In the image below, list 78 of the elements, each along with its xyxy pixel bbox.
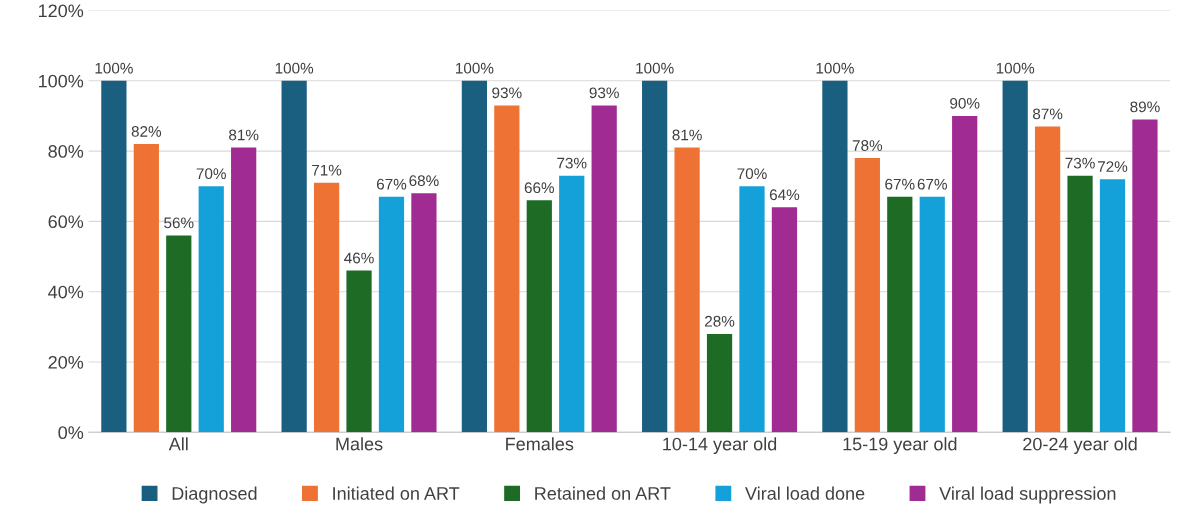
data-label: 73% [1065,157,1095,169]
bar [706,333,733,433]
bar [133,144,159,433]
data-label: 89% [1130,101,1160,113]
data-label: 67% [376,178,407,190]
bar [461,80,488,433]
legend-label: Initiated on ART [333,486,460,500]
data-label: 100% [456,62,494,74]
data-label: 67% [885,178,915,190]
data-label: 100% [95,62,133,74]
x-tick-label: All [168,437,188,451]
data-label: 81% [229,129,259,141]
legend-label: Viral load suppression [939,486,1116,504]
y-tick-label: 80% [48,145,84,158]
data-label: 46% [344,252,374,264]
y-tick-label: 120% [38,4,84,18]
bar [198,186,224,433]
bar [101,80,127,433]
x-tick-label: 10-14 year old [663,437,777,454]
bar [166,235,192,433]
data-label: 81% [672,129,702,141]
y-tick-label: 40% [48,285,84,299]
legend-label: Retained on ART [535,486,671,500]
bar [887,196,913,433]
data-label: 28% [705,315,735,327]
y-tick-label: 20% [48,355,84,369]
bar [231,147,257,433]
data-label: 56% [164,217,194,229]
bar [591,105,617,433]
data-label: 67% [917,178,947,190]
bar [674,147,700,433]
bar [526,200,552,433]
data-label: 70% [196,168,226,180]
data-label: 78% [852,140,883,151]
data-label: 70% [737,168,767,180]
data-label: 90% [950,97,980,109]
data-label: 73% [557,157,587,169]
bar [494,105,520,433]
bar [739,186,765,433]
bar [822,80,848,433]
data-label: 66% [524,182,555,194]
bar [378,196,405,433]
data-label: 93% [492,87,522,99]
bar [411,193,437,433]
bar [952,115,978,433]
data-label: 72% [1097,161,1128,172]
y-tick-label: 0% [58,426,84,440]
data-label: 93% [589,87,619,99]
bar [1067,175,1093,433]
bar [281,80,307,433]
legend-label: Diagnosed [172,486,257,504]
x-tick-label: 20-24 year old [1023,437,1137,454]
bar [559,175,585,433]
bar [1002,80,1028,433]
data-label: 68% [409,175,439,187]
data-label: 87% [1032,108,1063,120]
bar [854,158,880,433]
x-tick-label: Males [336,437,383,451]
data-label: 100% [996,62,1035,74]
data-label: 71% [312,164,342,176]
data-label: 82% [131,126,162,137]
bar [346,270,372,433]
data-label: 64% [769,189,800,201]
bar [642,80,668,433]
bar [771,207,798,433]
data-label: 100% [275,62,314,74]
x-tick-label: 15-19 year old [843,437,957,454]
bar [1132,119,1158,433]
bar [919,196,945,433]
data-label: 100% [636,62,674,74]
data-label: 100% [816,62,854,74]
bar [1099,179,1126,433]
x-tick-label: Females [506,437,574,451]
y-tick-label: 60% [48,215,84,229]
legend-label: Viral load done [745,486,865,500]
bar [313,182,340,433]
y-tick-label: 100% [38,74,84,88]
bar [1034,126,1061,433]
